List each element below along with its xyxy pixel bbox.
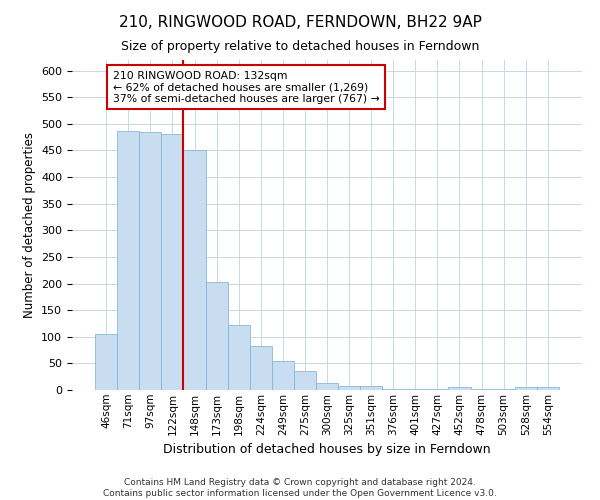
- Bar: [272, 360, 294, 390]
- Bar: [139, 132, 161, 390]
- Text: 210 RINGWOOD ROAD: 132sqm
← 62% of detached houses are smaller (1,269)
37% of se: 210 RINGWOOD ROAD: 132sqm ← 62% of detac…: [113, 70, 380, 104]
- X-axis label: Distribution of detached houses by size in Ferndown: Distribution of detached houses by size …: [163, 443, 491, 456]
- Bar: [537, 388, 559, 390]
- Y-axis label: Number of detached properties: Number of detached properties: [23, 132, 35, 318]
- Bar: [294, 371, 316, 390]
- Bar: [360, 386, 382, 390]
- Bar: [316, 382, 338, 390]
- Text: 210, RINGWOOD ROAD, FERNDOWN, BH22 9AP: 210, RINGWOOD ROAD, FERNDOWN, BH22 9AP: [119, 15, 481, 30]
- Bar: [448, 388, 470, 390]
- Bar: [515, 388, 537, 390]
- Bar: [184, 150, 206, 390]
- Bar: [161, 134, 184, 390]
- Bar: [206, 282, 227, 390]
- Bar: [117, 131, 139, 390]
- Text: Contains HM Land Registry data © Crown copyright and database right 2024.
Contai: Contains HM Land Registry data © Crown c…: [103, 478, 497, 498]
- Bar: [227, 325, 250, 390]
- Bar: [250, 346, 272, 390]
- Bar: [95, 334, 117, 390]
- Bar: [338, 386, 360, 390]
- Text: Size of property relative to detached houses in Ferndown: Size of property relative to detached ho…: [121, 40, 479, 53]
